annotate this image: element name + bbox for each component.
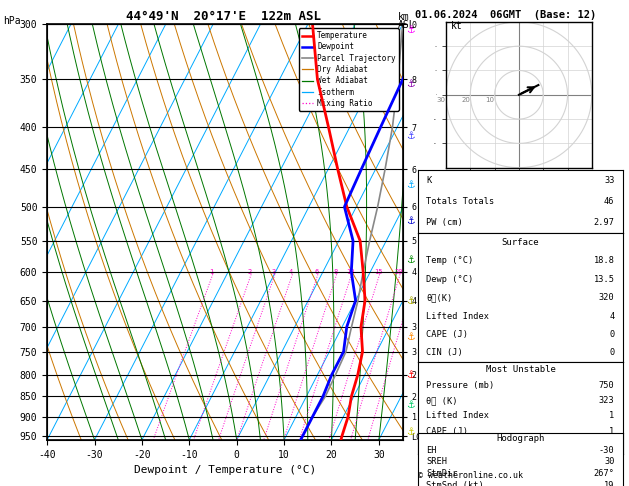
Text: 30: 30 [604, 457, 615, 466]
Text: ⚓: ⚓ [406, 427, 415, 437]
Text: PW (cm): PW (cm) [426, 218, 463, 227]
Text: © weatheronline.co.uk: © weatheronline.co.uk [418, 471, 523, 480]
Text: ⚓: ⚓ [406, 25, 415, 35]
Text: 4: 4 [610, 312, 615, 321]
Text: ⚓: ⚓ [406, 399, 415, 410]
Text: kt: kt [451, 21, 463, 31]
Text: ⚓: ⚓ [406, 131, 415, 141]
Text: 10: 10 [485, 97, 494, 103]
Text: EH: EH [426, 446, 437, 454]
Text: ⚓: ⚓ [406, 255, 415, 265]
Text: CIN (J): CIN (J) [426, 348, 463, 357]
Text: Hodograph: Hodograph [496, 434, 545, 443]
Text: Lifted Index: Lifted Index [426, 312, 489, 321]
Text: 01.06.2024  06GMT  (Base: 12): 01.06.2024 06GMT (Base: 12) [415, 10, 596, 20]
Text: 18.8: 18.8 [594, 257, 615, 265]
Text: CIN (J): CIN (J) [426, 442, 463, 451]
Text: 2: 2 [248, 268, 252, 275]
Text: 8: 8 [333, 268, 338, 275]
Text: 10: 10 [346, 268, 355, 275]
Text: Most Unstable: Most Unstable [486, 365, 555, 374]
Text: 19: 19 [604, 481, 615, 486]
Text: 1: 1 [610, 427, 615, 436]
Text: ⚓: ⚓ [406, 332, 415, 342]
Legend: Temperature, Dewpoint, Parcel Trajectory, Dry Adiabat, Wet Adiabat, Isotherm, Mi: Temperature, Dewpoint, Parcel Trajectory… [299, 28, 399, 111]
Text: 44°49'N  20°17'E  122m ASL: 44°49'N 20°17'E 122m ASL [126, 10, 321, 23]
Text: Pressure (mb): Pressure (mb) [426, 381, 495, 390]
Text: 20: 20 [395, 268, 403, 275]
Text: 2: 2 [610, 442, 615, 451]
Text: ⚓: ⚓ [406, 295, 415, 306]
Text: Dewp (°C): Dewp (°C) [426, 275, 474, 284]
Text: ⚓: ⚓ [406, 216, 415, 226]
Text: 750: 750 [599, 381, 615, 390]
Text: K: K [426, 176, 431, 185]
Text: 20: 20 [461, 97, 470, 103]
Text: 33: 33 [604, 176, 615, 185]
Text: -30: -30 [599, 446, 615, 454]
Text: 1: 1 [209, 268, 214, 275]
Text: 4: 4 [289, 268, 293, 275]
Text: 0: 0 [610, 330, 615, 339]
Text: CAPE (J): CAPE (J) [426, 330, 469, 339]
Text: ASL: ASL [398, 20, 415, 31]
Y-axis label: Mixing Ratio (g/kg): Mixing Ratio (g/kg) [430, 176, 440, 288]
Text: km: km [398, 12, 409, 22]
Text: θᴇ(K): θᴇ(K) [426, 293, 453, 302]
Text: 267°: 267° [594, 469, 615, 478]
Text: Surface: Surface [502, 238, 539, 247]
Text: SREH: SREH [426, 457, 447, 466]
Text: 15: 15 [374, 268, 382, 275]
Text: 323: 323 [599, 396, 615, 405]
Text: hPa: hPa [3, 16, 21, 26]
Text: ⚓: ⚓ [406, 370, 415, 380]
Text: θᴇ (K): θᴇ (K) [426, 396, 458, 405]
Text: 13.5: 13.5 [594, 275, 615, 284]
Text: 0: 0 [610, 348, 615, 357]
Text: 1: 1 [610, 412, 615, 420]
Text: 6: 6 [314, 268, 319, 275]
X-axis label: Dewpoint / Temperature (°C): Dewpoint / Temperature (°C) [134, 465, 316, 475]
Text: 30: 30 [437, 97, 446, 103]
Text: Temp (°C): Temp (°C) [426, 257, 474, 265]
Text: StmDir: StmDir [426, 469, 458, 478]
Text: ⚓: ⚓ [406, 79, 415, 89]
Text: 46: 46 [604, 197, 615, 206]
Text: Totals Totals: Totals Totals [426, 197, 495, 206]
Text: 2.97: 2.97 [594, 218, 615, 227]
Text: 3: 3 [272, 268, 276, 275]
Text: CAPE (J): CAPE (J) [426, 427, 469, 436]
Text: Lifted Index: Lifted Index [426, 412, 489, 420]
Text: 320: 320 [599, 293, 615, 302]
Text: ⚓: ⚓ [406, 180, 415, 190]
Text: StmSpd (kt): StmSpd (kt) [426, 481, 484, 486]
